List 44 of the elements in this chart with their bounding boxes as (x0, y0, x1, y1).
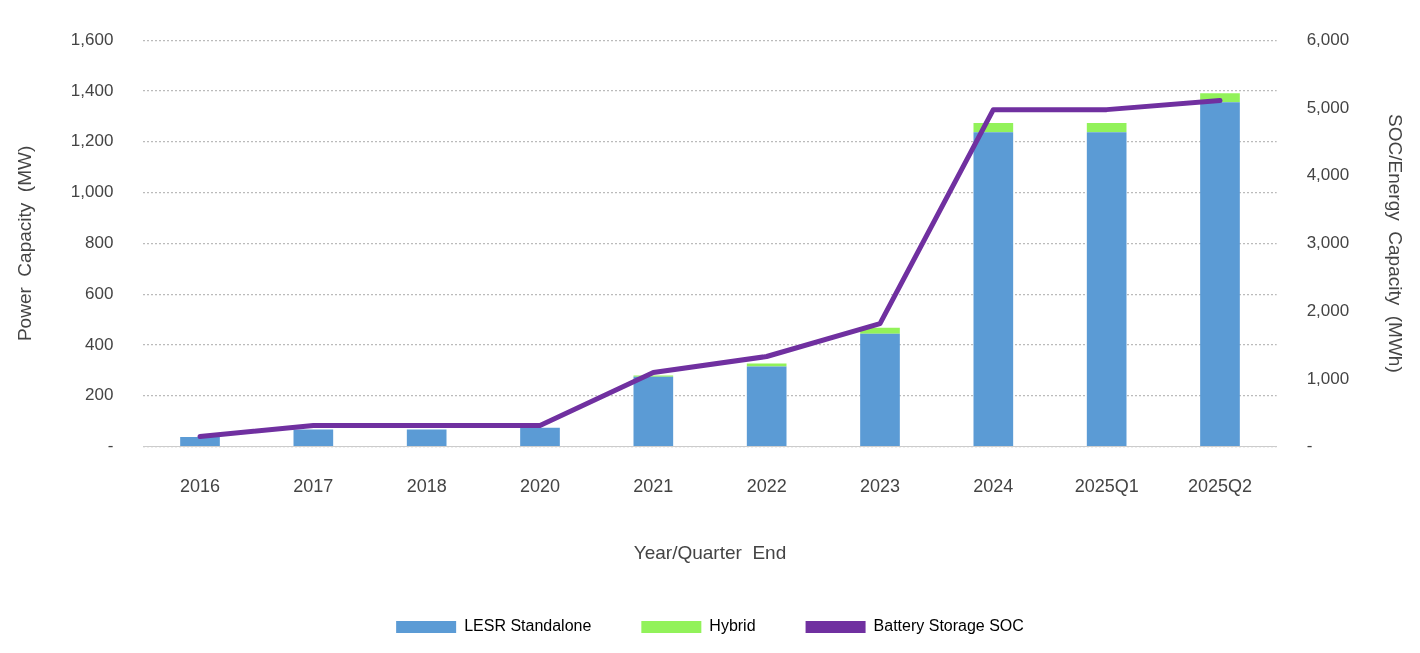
y2-tick-label: 1,000 (1306, 368, 1350, 388)
y-tick-label: 400 (84, 334, 114, 354)
y-tick-label: 800 (84, 233, 114, 253)
bar (973, 132, 1014, 446)
legend-label: Hybrid (709, 617, 756, 635)
y2-tick-label: - (1306, 436, 1313, 456)
y2-tick-label: 6,000 (1306, 29, 1350, 49)
x-tick-label: 2025Q1 (1074, 476, 1139, 497)
x-tick-label: 2018 (406, 476, 447, 497)
bar (520, 427, 560, 446)
legend-label: Battery Storage SOC (873, 617, 1024, 635)
y2-tick-label: 3,000 (1306, 233, 1350, 253)
y-tick-label: 1,600 (70, 29, 114, 49)
y-tick-label: 200 (84, 385, 114, 405)
y-tick-label: 600 (84, 283, 114, 303)
bar (746, 363, 787, 367)
y-tick-label: 1,200 (70, 131, 114, 151)
bar (633, 376, 674, 446)
x-tick-label: 2021 (633, 476, 674, 497)
x-axis-title: Year/Quarter End (633, 541, 787, 563)
x-tick-label: 2016 (179, 476, 221, 497)
x-tick-label: 2025Q2 (1187, 476, 1253, 497)
bar (1086, 123, 1127, 133)
y2-tick-label: 4,000 (1306, 165, 1350, 185)
x-tick-label: 2024 (973, 476, 1014, 497)
y2-tick-label: 5,000 (1306, 97, 1350, 117)
bar (1086, 132, 1127, 446)
y-tick-label: - (107, 436, 114, 456)
x-tick-label: 2020 (519, 476, 561, 497)
y-tick-label: 1,000 (70, 182, 114, 202)
x-tick-label: 2017 (293, 476, 334, 497)
y-tick-label: 1,400 (70, 80, 114, 100)
bar (293, 429, 334, 446)
bar (1200, 102, 1240, 446)
y2-axis-title: SOC/Energy Capacity (MWh) (1385, 114, 1407, 373)
bar (180, 436, 220, 446)
bar (406, 429, 447, 446)
bar (746, 366, 787, 446)
bar (860, 333, 900, 446)
y-axis-title: Power Capacity (MW) (13, 145, 35, 342)
y2-tick-label: 2,000 (1306, 300, 1350, 320)
x-tick-label: 2023 (859, 476, 901, 497)
x-tick-label: 2022 (746, 476, 787, 497)
legend-label: LESR Standalone (464, 617, 592, 635)
